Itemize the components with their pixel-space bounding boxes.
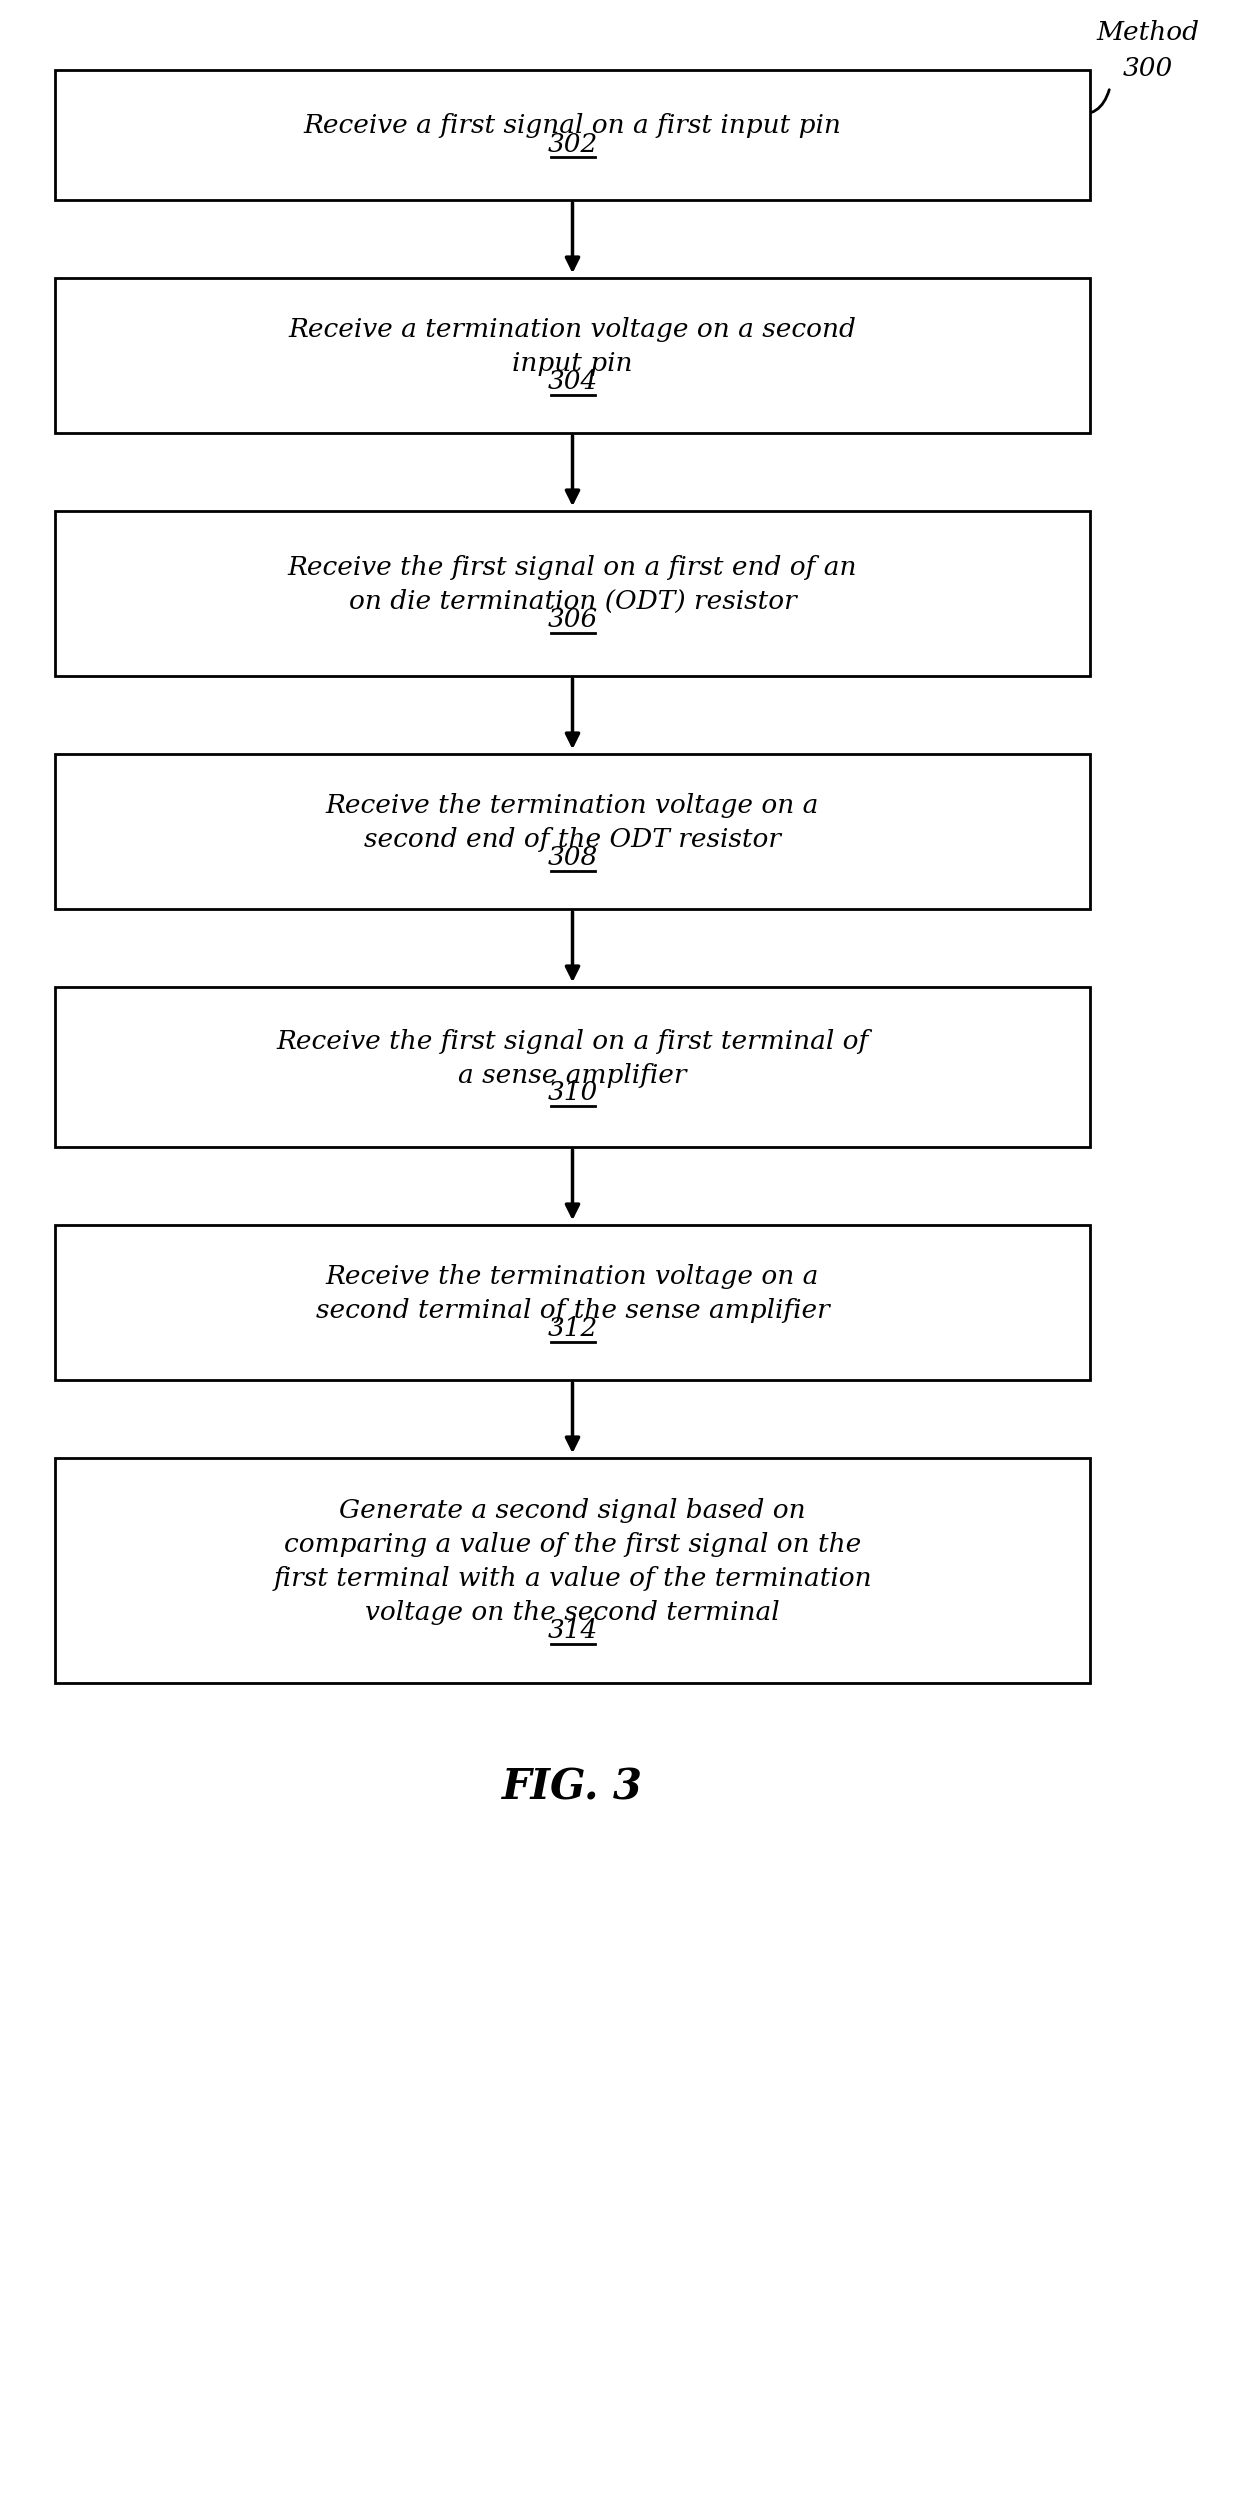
Text: 314: 314 xyxy=(547,1618,598,1642)
Text: input pin: input pin xyxy=(512,350,632,375)
Text: second terminal of the sense amplifier: second terminal of the sense amplifier xyxy=(316,1298,830,1322)
Text: 306: 306 xyxy=(547,608,598,632)
Bar xyxy=(55,1458,1090,1683)
Text: Receive a first signal on a first input pin: Receive a first signal on a first input … xyxy=(304,112,842,138)
Bar xyxy=(55,510,1090,675)
Text: second end of the ODT resistor: second end of the ODT resistor xyxy=(365,828,781,852)
Text: 308: 308 xyxy=(547,845,598,870)
Text: voltage on the second terminal: voltage on the second terminal xyxy=(366,1600,780,1625)
Text: first terminal with a value of the termination: first terminal with a value of the termi… xyxy=(273,1565,872,1590)
Bar xyxy=(55,1225,1090,1380)
Text: 310: 310 xyxy=(547,1080,598,1105)
Text: 302: 302 xyxy=(547,132,598,158)
Text: Receive the termination voltage on a: Receive the termination voltage on a xyxy=(326,1265,820,1290)
Text: a sense amplifier: a sense amplifier xyxy=(459,1062,687,1088)
Text: 304: 304 xyxy=(547,370,598,395)
Text: comparing a value of the first signal on the: comparing a value of the first signal on… xyxy=(284,1532,861,1558)
Bar xyxy=(55,278,1090,432)
Bar xyxy=(55,70,1090,200)
Text: Receive a termination voltage on a second: Receive a termination voltage on a secon… xyxy=(289,318,857,342)
Text: Method: Method xyxy=(1096,20,1199,45)
Bar xyxy=(55,755,1090,910)
FancyArrowPatch shape xyxy=(1074,90,1110,118)
Text: Receive the termination voltage on a: Receive the termination voltage on a xyxy=(326,792,820,818)
Bar xyxy=(55,988,1090,1148)
Text: on die termination (ODT) resistor: on die termination (ODT) resistor xyxy=(348,590,796,615)
Text: Receive the first signal on a first end of an: Receive the first signal on a first end … xyxy=(288,555,857,580)
Text: 300: 300 xyxy=(1123,55,1173,80)
Text: Receive the first signal on a first terminal of: Receive the first signal on a first term… xyxy=(277,1028,869,1052)
Text: Generate a second signal based on: Generate a second signal based on xyxy=(340,1498,806,1522)
Text: FIG. 3: FIG. 3 xyxy=(502,1768,644,1810)
Text: 312: 312 xyxy=(547,1315,598,1340)
